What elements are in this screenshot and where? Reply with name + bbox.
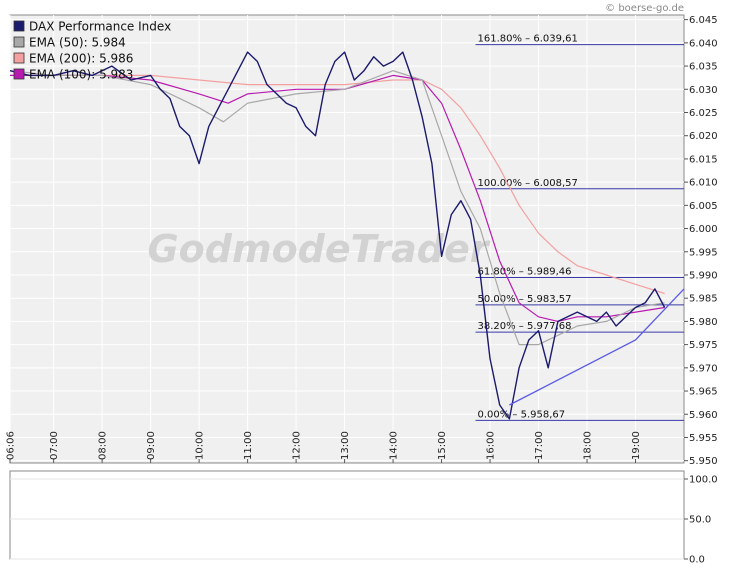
source-credit: © boerse-go.de [605, 3, 684, 14]
legend-swatch [13, 36, 25, 48]
y-tick-label: 6.015 [689, 154, 718, 165]
support-trendline [509, 288, 685, 406]
legend-label: EMA (100): 5.983 [29, 68, 133, 82]
fib-level-label: 50.00% – 5.983,57 [477, 294, 571, 305]
y-tick-label: 6.030 [689, 85, 718, 96]
y-tick-label: 6.010 [689, 178, 718, 189]
x-tick-label: 13:00 [340, 431, 351, 460]
y-tick-label: 5.995 [689, 247, 718, 258]
legend-swatch [13, 68, 25, 80]
ema100-line [10, 74, 665, 322]
x-tick-label: 15:00 [437, 431, 448, 460]
fib-level-label: 100.00% – 6.008,57 [477, 178, 577, 189]
x-tick-label: 18:00 [583, 431, 594, 460]
fib-level-label: 0.00% – 5.958,67 [477, 409, 565, 420]
y-tick-label: 6.000 [689, 224, 718, 235]
x-tick-label: 17:00 [534, 431, 545, 460]
x-tick-label: 09:00 [146, 431, 157, 460]
x-tick-label: 06:06 [6, 431, 17, 460]
indicator-tick-label: 100.0 [689, 475, 718, 486]
indicator-tick-label: 0.0 [689, 555, 705, 565]
legend-label: EMA (50): 5.984 [29, 36, 126, 50]
fib-level-label: 38.20% – 5.977,68 [477, 321, 571, 332]
ema50-line [9, 70, 665, 346]
price-line [9, 51, 666, 420]
legend-swatch [13, 52, 25, 64]
indicator-panel [9, 470, 685, 560]
watermark-text: GodmodeTrader [147, 227, 490, 271]
y-tick-label: 5.980 [689, 317, 718, 328]
ema200-line [10, 74, 665, 295]
y-tick-label: 5.975 [689, 340, 718, 351]
y-tick-label: 6.020 [689, 131, 718, 142]
x-tick-label: 14:00 [389, 431, 400, 460]
indicator-tick-label: 50.0 [689, 515, 711, 526]
fib-level-label: 61.80% – 5.989,46 [477, 266, 571, 277]
y-tick-label: 6.025 [689, 108, 718, 119]
y-tick-label: 5.955 [689, 433, 718, 444]
x-tick-label: 16:00 [486, 431, 497, 460]
y-tick-label: 5.965 [689, 387, 718, 398]
x-tick-label: 11:00 [243, 431, 254, 460]
y-tick-label: 5.970 [689, 363, 718, 374]
x-tick-label: 08:00 [98, 431, 109, 460]
legend-label: DAX Performance Index [29, 20, 171, 34]
legend-swatch [13, 20, 25, 32]
x-tick-label: 19:00 [631, 431, 642, 460]
y-tick-label: 6.035 [689, 62, 718, 73]
y-tick-label: 5.990 [689, 270, 718, 281]
x-tick-label: 07:00 [49, 431, 60, 460]
y-tick-label: 6.040 [689, 38, 718, 49]
y-tick-label: 5.960 [689, 410, 718, 421]
y-tick-label: 6.045 [689, 15, 718, 26]
x-tick-label: 12:00 [292, 431, 303, 460]
legend-label: EMA (200): 5.986 [29, 52, 133, 66]
x-tick-label: 10:00 [195, 431, 206, 460]
y-tick-label: 5.985 [689, 294, 718, 305]
y-tick-label: 5.950 [689, 456, 718, 467]
y-tick-label: 6.005 [689, 201, 718, 212]
fib-level-label: 161.80% – 6.039,61 [477, 34, 577, 45]
legend: DAX Performance Index EMA (50): 5.984 EMA … [13, 20, 171, 82]
